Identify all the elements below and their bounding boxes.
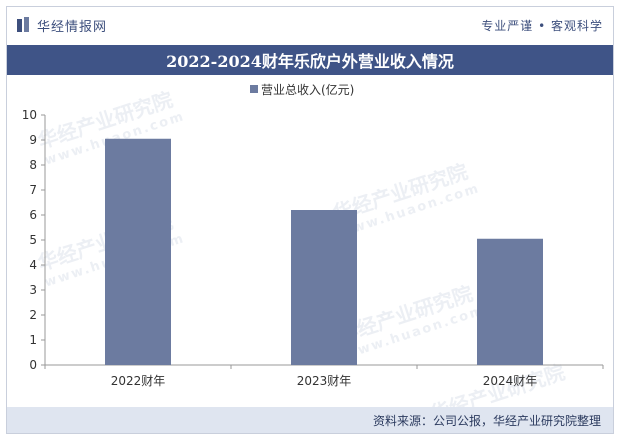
- footer: 资料来源：公司公报，华经产业研究院整理: [7, 407, 613, 433]
- bar: [291, 210, 357, 365]
- y-tick-label: 2: [29, 308, 37, 322]
- brand: 华经情报网: [17, 16, 108, 35]
- title-band: 2022-2024财年乐欣户外营业收入情况: [7, 45, 613, 75]
- x-tick-label: 2022财年: [111, 374, 166, 388]
- tagline: 专业严谨 • 客观科学: [481, 19, 603, 33]
- y-tick-label: 10: [22, 108, 37, 122]
- y-tick-label: 8: [29, 158, 37, 172]
- chart-title: 2022-2024财年乐欣户外营业收入情况: [166, 52, 454, 71]
- top-bar: 华经情报网 专业严谨 • 客观科学: [7, 7, 613, 41]
- legend-label: 营业总收入(亿元): [261, 82, 354, 97]
- y-tick-label: 1: [29, 333, 37, 347]
- x-tick-label: 2024财年: [483, 374, 538, 388]
- chart-card: 华经情报网 专业严谨 • 客观科学 2022-2024财年乐欣户外营业收入情况 …: [6, 6, 614, 434]
- x-tick-label: 2023财年: [297, 374, 352, 388]
- y-tick-label: 4: [29, 258, 37, 272]
- brand-logo-icon: [17, 17, 29, 32]
- brand-name: 华经情报网: [37, 19, 108, 35]
- bar: [477, 238, 543, 365]
- y-tick-label: 5: [29, 233, 37, 247]
- y-tick-label: 6: [29, 208, 37, 222]
- source-note: 资料来源：公司公报，华经产业研究院整理: [372, 414, 601, 428]
- legend-swatch: [250, 85, 258, 93]
- y-tick-label: 3: [29, 283, 37, 297]
- bar: [105, 138, 171, 365]
- bar-chart: 0 1 2 3 4 5 6 7 8 9 10 2022财年 2023财年 2024财年 营业总收入(亿元): [22, 82, 604, 388]
- y-tick-label: 9: [29, 133, 37, 147]
- y-tick-label: 7: [29, 183, 37, 197]
- y-tick-label: 0: [29, 358, 37, 372]
